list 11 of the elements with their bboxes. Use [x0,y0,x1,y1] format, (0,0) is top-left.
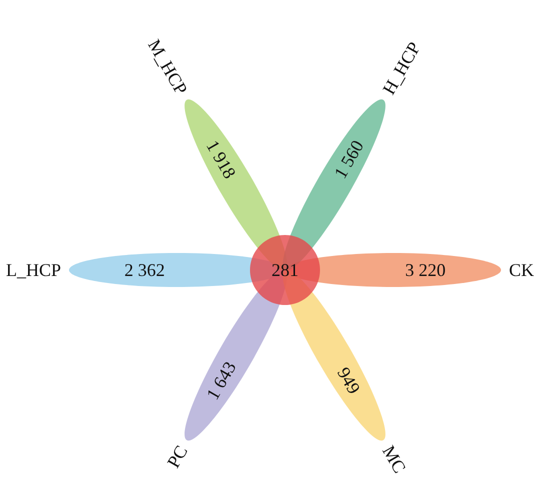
data-label: 1 560 [330,136,368,182]
data-label: 3 220 [405,260,446,280]
data-label: 1 918 [202,136,240,182]
data-label: 2 362 [124,260,165,280]
data-label: 949 [333,364,364,398]
category-label: MC [378,442,410,476]
category-label: PC [163,442,192,472]
data-label: 1 643 [202,358,240,404]
text: 281 [272,260,298,280]
category-label: CK [509,260,534,280]
category-label: L_HCP [6,260,61,280]
